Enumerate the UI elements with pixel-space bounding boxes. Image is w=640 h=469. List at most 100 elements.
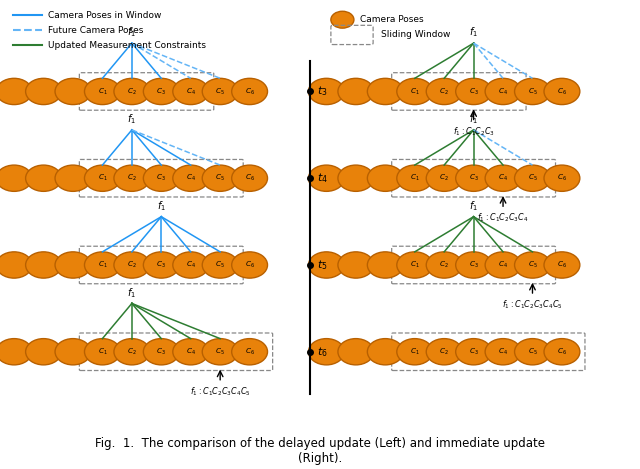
Circle shape [485, 78, 521, 105]
Text: $t_4$: $t_4$ [317, 171, 328, 185]
Text: $C_{2}$: $C_{2}$ [439, 260, 449, 270]
Circle shape [114, 78, 150, 105]
Text: Fig.  1.  The comparison of the delayed update (Left) and immediate update
(Righ: Fig. 1. The comparison of the delayed up… [95, 437, 545, 465]
Text: $C_{1}$: $C_{1}$ [410, 86, 420, 97]
Circle shape [515, 78, 550, 105]
Text: $C_{6}$: $C_{6}$ [557, 347, 567, 357]
Circle shape [485, 165, 521, 191]
Circle shape [426, 339, 462, 365]
Text: $C_{5}$: $C_{5}$ [215, 347, 225, 357]
Circle shape [308, 165, 344, 191]
Text: $C_{1}$: $C_{1}$ [410, 173, 420, 183]
Circle shape [143, 339, 179, 365]
Text: $C_{2}$: $C_{2}$ [439, 173, 449, 183]
Text: $C_{3}$: $C_{3}$ [156, 173, 166, 183]
Text: $f_1$: $f_1$ [469, 26, 478, 39]
Text: $C_{2}$: $C_{2}$ [127, 347, 137, 357]
Circle shape [84, 252, 120, 278]
Circle shape [202, 252, 238, 278]
Text: Updated Measurement Constraints: Updated Measurement Constraints [48, 40, 206, 50]
Circle shape [515, 252, 550, 278]
Circle shape [55, 165, 91, 191]
Circle shape [367, 165, 403, 191]
Circle shape [0, 78, 32, 105]
Circle shape [26, 252, 61, 278]
Circle shape [0, 165, 32, 191]
Text: $C_{4}$: $C_{4}$ [498, 86, 508, 97]
Circle shape [202, 339, 238, 365]
Text: $C_{6}$: $C_{6}$ [244, 173, 255, 183]
Circle shape [202, 78, 238, 105]
Circle shape [485, 339, 521, 365]
Text: $C_{1}$: $C_{1}$ [410, 347, 420, 357]
Text: $C_{4}$: $C_{4}$ [186, 260, 196, 270]
Circle shape [338, 252, 374, 278]
Circle shape [173, 252, 209, 278]
Text: $C_{5}$: $C_{5}$ [527, 347, 538, 357]
Circle shape [143, 252, 179, 278]
Text: $C_{4}$: $C_{4}$ [186, 86, 196, 97]
Text: $C_{3}$: $C_{3}$ [468, 86, 479, 97]
Circle shape [26, 339, 61, 365]
Text: $t_5$: $t_5$ [317, 258, 328, 272]
Text: $f_1$: $f_1$ [127, 113, 136, 126]
Text: $C_{1}$: $C_{1}$ [97, 347, 108, 357]
Text: $f_1$: $f_1$ [127, 26, 136, 39]
Text: $C_{3}$: $C_{3}$ [156, 347, 166, 357]
Text: $C_{4}$: $C_{4}$ [186, 173, 196, 183]
Text: $t_6$: $t_6$ [317, 345, 328, 359]
Circle shape [114, 252, 150, 278]
Text: $C_{6}$: $C_{6}$ [557, 173, 567, 183]
Circle shape [456, 78, 492, 105]
Text: $C_{5}$: $C_{5}$ [527, 260, 538, 270]
Text: $f_1:C_1C_2C_3$: $f_1:C_1C_2C_3$ [452, 125, 495, 138]
Text: Camera Poses in Window: Camera Poses in Window [48, 10, 161, 20]
Circle shape [367, 252, 403, 278]
Circle shape [84, 339, 120, 365]
Circle shape [456, 165, 492, 191]
Text: $C_{2}$: $C_{2}$ [127, 260, 137, 270]
Circle shape [367, 78, 403, 105]
Text: $C_{5}$: $C_{5}$ [527, 86, 538, 97]
Text: $f_1:C_1C_2C_3C_4C_5$: $f_1:C_1C_2C_3C_4C_5$ [190, 386, 250, 398]
Text: $C_{3}$: $C_{3}$ [468, 173, 479, 183]
Circle shape [397, 78, 433, 105]
Text: $f_1$: $f_1$ [469, 113, 478, 126]
Circle shape [338, 78, 374, 105]
Circle shape [173, 339, 209, 365]
Text: $C_{3}$: $C_{3}$ [156, 260, 166, 270]
Circle shape [308, 252, 344, 278]
Circle shape [173, 165, 209, 191]
Text: Sliding Window: Sliding Window [381, 30, 450, 39]
Circle shape [426, 165, 462, 191]
Circle shape [338, 339, 374, 365]
Circle shape [544, 339, 580, 365]
Text: $f_1$: $f_1$ [469, 199, 478, 213]
Text: $C_{1}$: $C_{1}$ [97, 173, 108, 183]
Text: $C_{6}$: $C_{6}$ [557, 260, 567, 270]
Text: $C_{5}$: $C_{5}$ [215, 260, 225, 270]
Circle shape [26, 165, 61, 191]
Circle shape [26, 78, 61, 105]
Circle shape [515, 165, 550, 191]
Text: $C_{6}$: $C_{6}$ [244, 86, 255, 97]
Text: $f_1$: $f_1$ [157, 199, 166, 213]
Circle shape [544, 78, 580, 105]
Text: $f_1$: $f_1$ [127, 286, 136, 300]
Text: $C_{2}$: $C_{2}$ [439, 347, 449, 357]
Text: Future Camera Poses: Future Camera Poses [48, 25, 143, 35]
Circle shape [232, 165, 268, 191]
Text: $C_{1}$: $C_{1}$ [97, 86, 108, 97]
Circle shape [232, 252, 268, 278]
Text: Camera Poses: Camera Poses [360, 15, 424, 24]
Circle shape [331, 11, 354, 28]
Text: $C_{4}$: $C_{4}$ [498, 260, 508, 270]
Circle shape [84, 165, 120, 191]
Circle shape [426, 252, 462, 278]
Text: $C_{3}$: $C_{3}$ [156, 86, 166, 97]
Text: $C_{2}$: $C_{2}$ [127, 86, 137, 97]
Circle shape [232, 78, 268, 105]
Circle shape [544, 165, 580, 191]
Circle shape [485, 252, 521, 278]
Text: $t_3$: $t_3$ [317, 84, 328, 98]
